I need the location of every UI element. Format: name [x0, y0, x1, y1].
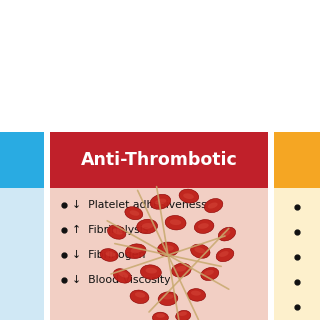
- Ellipse shape: [130, 290, 149, 304]
- Ellipse shape: [108, 225, 126, 239]
- Ellipse shape: [170, 219, 181, 225]
- Ellipse shape: [142, 223, 153, 229]
- Ellipse shape: [172, 263, 191, 277]
- Ellipse shape: [125, 244, 146, 259]
- Ellipse shape: [157, 242, 179, 257]
- Ellipse shape: [105, 252, 115, 257]
- Text: ↓  Blood Viscosity: ↓ Blood Viscosity: [72, 275, 171, 285]
- Ellipse shape: [158, 292, 178, 306]
- Ellipse shape: [201, 268, 219, 281]
- Ellipse shape: [113, 228, 123, 235]
- Ellipse shape: [155, 198, 166, 205]
- Ellipse shape: [156, 313, 165, 318]
- FancyBboxPatch shape: [50, 188, 268, 320]
- Ellipse shape: [113, 269, 132, 283]
- FancyBboxPatch shape: [50, 132, 268, 188]
- Text: ↑  Fibrinolysis: ↑ Fibrinolysis: [72, 225, 148, 235]
- Ellipse shape: [158, 292, 178, 306]
- Ellipse shape: [204, 198, 223, 213]
- Ellipse shape: [198, 223, 209, 229]
- Ellipse shape: [130, 210, 140, 216]
- Ellipse shape: [221, 230, 230, 236]
- Ellipse shape: [218, 227, 236, 241]
- Ellipse shape: [216, 248, 234, 262]
- Ellipse shape: [188, 289, 206, 301]
- Ellipse shape: [137, 219, 157, 234]
- Ellipse shape: [113, 269, 132, 283]
- Ellipse shape: [157, 242, 179, 257]
- Ellipse shape: [165, 215, 186, 230]
- Ellipse shape: [135, 292, 145, 298]
- Ellipse shape: [219, 251, 229, 257]
- Ellipse shape: [194, 220, 214, 234]
- Text: Anti-Thrombotic: Anti-Thrombotic: [81, 151, 237, 169]
- FancyBboxPatch shape: [274, 132, 320, 188]
- Ellipse shape: [100, 249, 118, 261]
- Ellipse shape: [194, 247, 205, 253]
- Ellipse shape: [179, 311, 187, 316]
- FancyBboxPatch shape: [274, 188, 320, 320]
- Ellipse shape: [150, 194, 171, 209]
- Ellipse shape: [218, 227, 236, 241]
- Text: ↓  Fibrinogen: ↓ Fibrinogen: [72, 250, 145, 260]
- Ellipse shape: [152, 312, 168, 320]
- Ellipse shape: [125, 207, 143, 220]
- Ellipse shape: [208, 203, 218, 209]
- Ellipse shape: [176, 310, 191, 320]
- Ellipse shape: [191, 244, 210, 258]
- FancyBboxPatch shape: [0, 132, 44, 188]
- Ellipse shape: [179, 189, 199, 203]
- Ellipse shape: [125, 207, 143, 220]
- Ellipse shape: [152, 312, 168, 320]
- Ellipse shape: [108, 225, 126, 239]
- Ellipse shape: [191, 244, 210, 258]
- Ellipse shape: [146, 268, 157, 274]
- Ellipse shape: [100, 249, 118, 261]
- Ellipse shape: [130, 290, 149, 304]
- Ellipse shape: [188, 289, 206, 301]
- Ellipse shape: [179, 189, 199, 203]
- Ellipse shape: [137, 219, 157, 234]
- Text: ↓  Platelet adhesiveness: ↓ Platelet adhesiveness: [72, 200, 207, 210]
- Ellipse shape: [183, 193, 194, 199]
- Ellipse shape: [176, 310, 191, 320]
- Ellipse shape: [125, 244, 146, 259]
- Ellipse shape: [140, 265, 161, 279]
- Ellipse shape: [165, 215, 186, 230]
- Ellipse shape: [131, 247, 142, 253]
- Ellipse shape: [191, 291, 201, 296]
- Ellipse shape: [204, 270, 214, 276]
- Ellipse shape: [172, 263, 191, 277]
- Ellipse shape: [204, 198, 223, 213]
- Ellipse shape: [216, 248, 234, 262]
- Ellipse shape: [162, 245, 174, 251]
- Ellipse shape: [176, 266, 187, 272]
- Ellipse shape: [201, 268, 219, 281]
- FancyBboxPatch shape: [0, 188, 44, 320]
- Ellipse shape: [140, 265, 161, 279]
- Ellipse shape: [163, 294, 173, 300]
- Ellipse shape: [150, 194, 171, 209]
- Ellipse shape: [194, 220, 214, 234]
- Ellipse shape: [118, 271, 128, 278]
